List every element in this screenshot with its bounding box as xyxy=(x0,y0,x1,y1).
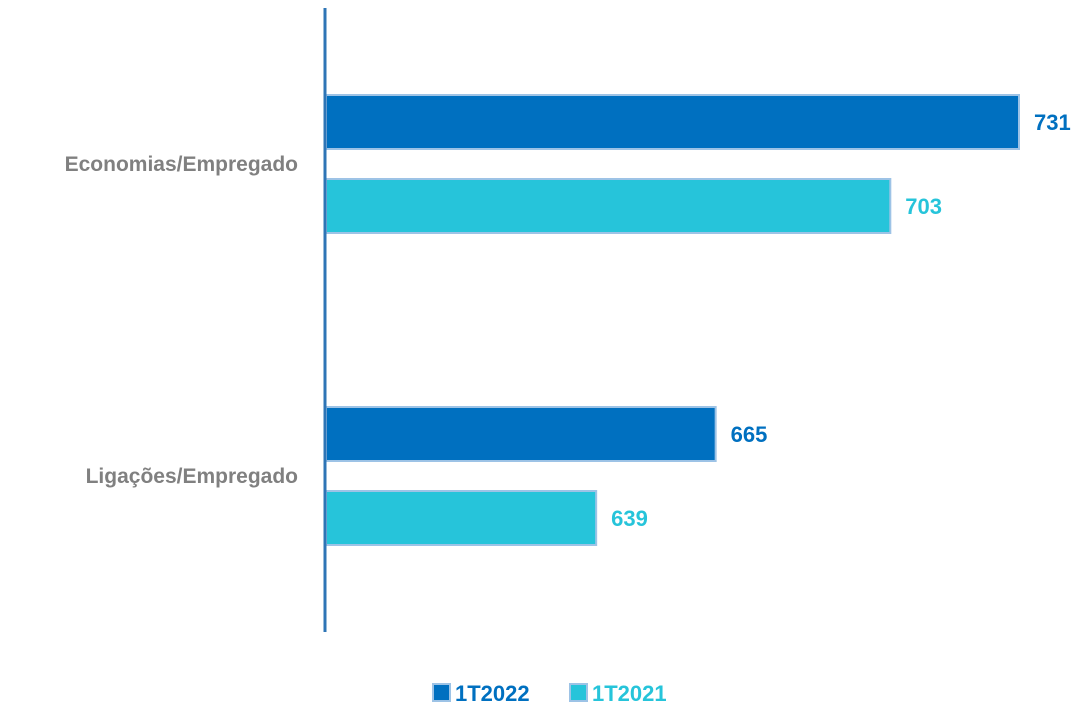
bar-1T2021-0 xyxy=(325,178,892,234)
legend-swatch-1T2022 xyxy=(432,683,451,702)
bar-1T2022-0 xyxy=(325,94,1020,150)
legend: 1T2022 1T2021 xyxy=(432,681,667,706)
data-label: 703 xyxy=(905,194,942,219)
data-label: 665 xyxy=(731,422,768,447)
legend-swatch-1T2021 xyxy=(569,683,588,702)
legend-label-1T2021: 1T2021 xyxy=(592,681,667,706)
bar-1T2022-1 xyxy=(325,406,717,462)
data-label: 639 xyxy=(611,506,648,531)
legend-label-1T2022: 1T2022 xyxy=(455,681,530,706)
category-label: Ligações/Empregado xyxy=(86,465,298,488)
data-label: 731 xyxy=(1034,110,1071,135)
category-label: Economias/Empregado xyxy=(65,153,298,176)
bars-layer xyxy=(325,94,1020,546)
bar-1T2021-1 xyxy=(325,490,598,546)
labels-layer: Economias/Empregado Ligações/Empregado 731… xyxy=(65,110,1071,531)
